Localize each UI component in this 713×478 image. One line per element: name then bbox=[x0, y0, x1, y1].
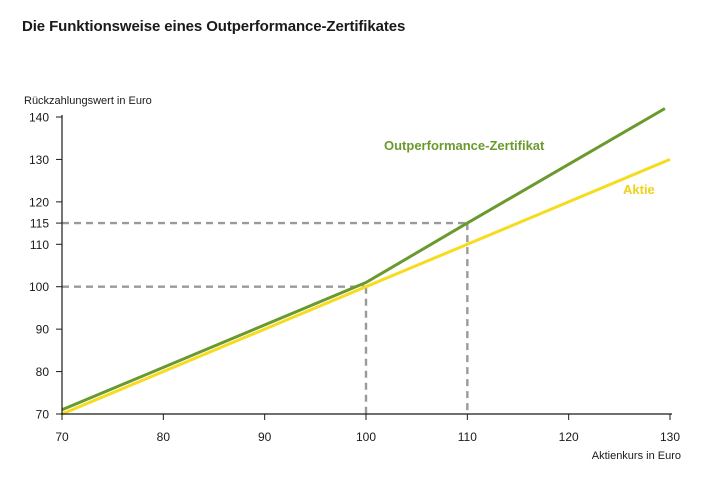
series-line-aktie bbox=[61, 158, 671, 416]
x-tick-label: 130 bbox=[660, 430, 680, 444]
y-axis-label: Rückzahlungswert in Euro bbox=[24, 95, 152, 107]
reference-lines bbox=[62, 221, 469, 414]
y-tick-label: 120 bbox=[29, 195, 49, 209]
series-label-outperformance: Outperformance-Zertifikat bbox=[384, 138, 545, 153]
x-tick-label: 100 bbox=[356, 430, 376, 444]
chart-title: Die Funktionsweise eines Outperformance-… bbox=[22, 18, 406, 35]
y-tick-label: 100 bbox=[29, 280, 49, 294]
x-tick-label: 110 bbox=[458, 430, 477, 444]
y-tick-label: 115 bbox=[30, 217, 49, 231]
y-tick-label: 130 bbox=[29, 153, 49, 167]
series-lines bbox=[61, 107, 671, 416]
x-axis-label: Aktienkurs in Euro bbox=[592, 450, 681, 462]
y-tick-label: 140 bbox=[29, 111, 49, 125]
y-tick-label: 80 bbox=[36, 365, 50, 379]
x-tick-label: 90 bbox=[258, 430, 272, 444]
series-label-aktie: Aktie bbox=[623, 182, 655, 197]
axes bbox=[61, 115, 672, 415]
y-tick-label: 90 bbox=[36, 323, 50, 337]
y-tick-label: 70 bbox=[36, 408, 50, 422]
series-line-outperformance bbox=[61, 107, 666, 412]
x-tick-label: 70 bbox=[55, 430, 69, 444]
x-tick-label: 120 bbox=[559, 430, 579, 444]
ticks: 70 80 90 100 110 120 130 70 80 90 100 110 115 120 130 1… bbox=[29, 111, 680, 445]
y-tick-label: 110 bbox=[30, 238, 49, 252]
x-tick-label: 80 bbox=[157, 430, 171, 444]
